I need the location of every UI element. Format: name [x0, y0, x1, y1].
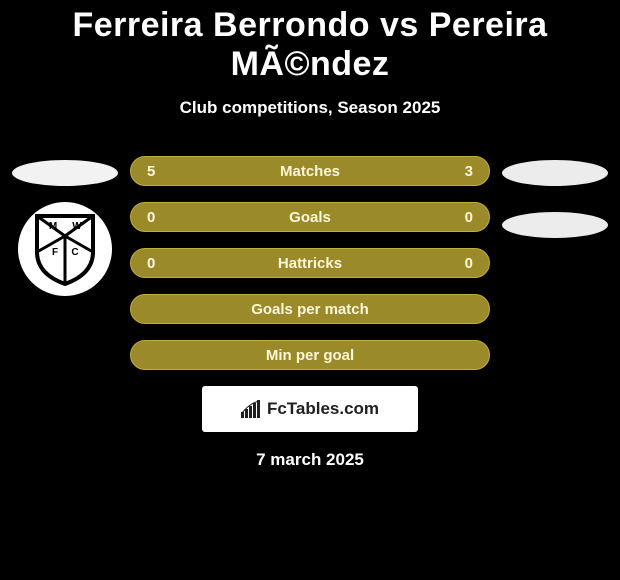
stat-bar: 0 Hattricks 0 — [130, 248, 490, 278]
stat-value-left: 0 — [147, 255, 155, 272]
club-logo-placeholder-right — [502, 212, 608, 238]
bars-icon — [241, 400, 263, 418]
stats-bars: 5 Matches 3 0 Goals 0 0 Hattricks 0 Goals per mat… — [130, 156, 490, 370]
comparison-card: Ferreira Berrondo vs Pereira MÃ©ndez Clu… — [0, 0, 620, 580]
stat-value-right: 0 — [465, 209, 473, 226]
content-row: M W F C 5 Matches 3 0 Goals 0 0 Hattricks 0 Goals… — [0, 156, 620, 370]
page-subtitle: Club competitions, Season 2025 — [0, 98, 620, 118]
shield-icon: M W F C — [33, 212, 97, 286]
stat-value-right: 0 — [465, 255, 473, 272]
club-logo-left: M W F C — [18, 202, 112, 296]
comparison-date: 7 march 2025 — [256, 450, 364, 470]
player-photo-placeholder-right — [502, 160, 608, 186]
player-photo-placeholder-left — [12, 160, 118, 186]
page-title: Ferreira Berrondo vs Pereira MÃ©ndez — [0, 0, 620, 84]
brand-text: FcTables.com — [267, 399, 379, 419]
stat-bar: 5 Matches 3 — [130, 156, 490, 186]
svg-text:C: C — [71, 247, 78, 258]
svg-text:W: W — [72, 221, 82, 232]
stat-bar: 0 Goals 0 — [130, 202, 490, 232]
stat-label: Hattricks — [278, 255, 342, 272]
stat-value-left: 5 — [147, 163, 155, 180]
left-player-column: M W F C — [0, 156, 130, 296]
stat-bar: Goals per match — [130, 294, 490, 324]
right-player-column — [490, 156, 620, 238]
stat-label: Goals — [289, 209, 331, 226]
stat-label: Goals per match — [251, 301, 369, 318]
svg-text:M: M — [49, 221, 57, 232]
stat-label: Matches — [280, 163, 340, 180]
stat-value-left: 0 — [147, 209, 155, 226]
stat-label: Min per goal — [266, 347, 354, 364]
stat-bar: Min per goal — [130, 340, 490, 370]
footer-block: FcTables.com 7 march 2025 — [202, 386, 418, 470]
svg-text:F: F — [52, 247, 58, 258]
stat-value-right: 3 — [465, 163, 473, 180]
brand-box: FcTables.com — [202, 386, 418, 432]
